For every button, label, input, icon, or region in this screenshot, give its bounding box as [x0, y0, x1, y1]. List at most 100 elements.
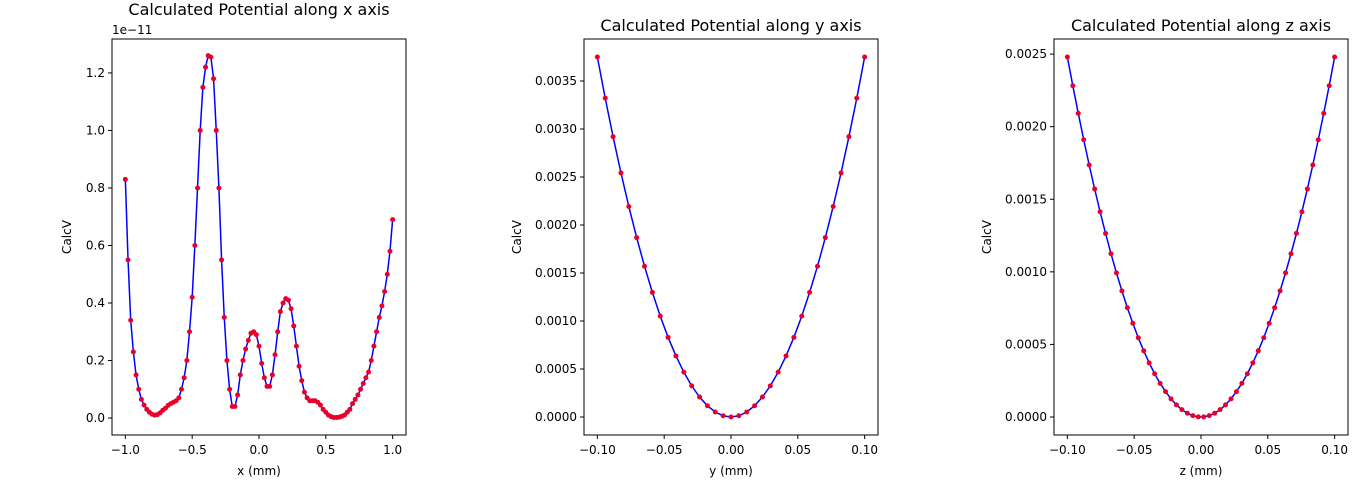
data-point — [1184, 410, 1190, 416]
y-tick-label: 0.0000 — [535, 410, 577, 424]
data-point — [317, 402, 323, 408]
data-point — [1283, 270, 1289, 276]
data-point — [1070, 83, 1076, 89]
data-point — [261, 375, 267, 381]
data-point — [1190, 413, 1196, 419]
data-point — [626, 203, 632, 209]
data-point — [1315, 137, 1321, 143]
data-point — [1288, 251, 1294, 257]
x-tick-label: 0.00 — [1188, 443, 1215, 457]
x-tick-label: 0.00 — [718, 443, 745, 457]
data-point — [720, 413, 726, 419]
data-point — [594, 54, 600, 60]
x-axis-label: z (mm) — [1180, 464, 1223, 478]
data-point — [1157, 380, 1163, 386]
data-point — [371, 343, 377, 349]
data-point — [1119, 288, 1125, 294]
y-tick-label: 0.0010 — [535, 314, 577, 328]
plot-area — [112, 39, 406, 435]
x-tick-label: 0.10 — [851, 443, 878, 457]
data-point — [280, 300, 286, 306]
data-point — [187, 329, 193, 335]
data-point — [347, 406, 353, 412]
data-point — [288, 306, 294, 312]
y-tick-label: 1.0 — [86, 123, 105, 137]
data-point — [376, 314, 382, 320]
data-point — [184, 358, 190, 364]
data-point — [176, 395, 182, 401]
y-tick-label: 0.0 — [86, 411, 105, 425]
data-point — [130, 349, 136, 355]
data-point — [256, 343, 262, 349]
y-tick-label: 0.4 — [86, 296, 105, 310]
data-point — [208, 54, 214, 60]
data-point — [618, 170, 624, 176]
data-point — [838, 170, 844, 176]
data-point — [366, 369, 372, 375]
y-tick-label: 0.6 — [86, 238, 105, 252]
x-tick-label: 0.10 — [1321, 443, 1348, 457]
data-point — [237, 372, 243, 378]
y-tick-label: 0.0025 — [535, 170, 577, 184]
data-point — [1152, 371, 1158, 377]
chart-title: Calculated Potential along z axis — [1071, 16, 1331, 35]
x-tick-label: −0.05 — [1116, 443, 1153, 457]
y-tick-label: 1.2 — [86, 66, 105, 80]
y-tick-label: 0.8 — [86, 181, 105, 195]
data-point — [744, 409, 750, 415]
y-offset-label: 1e−11 — [112, 23, 152, 37]
data-point — [272, 352, 278, 358]
data-point — [736, 413, 742, 419]
data-point — [1212, 410, 1218, 416]
data-point — [1261, 335, 1267, 341]
x-tick-label: 0.5 — [316, 443, 335, 457]
data-point — [363, 375, 369, 381]
data-point — [245, 337, 251, 343]
data-point — [240, 358, 246, 364]
data-point — [296, 363, 302, 369]
y-axis-label: CalcV — [980, 219, 994, 254]
data-point — [203, 64, 209, 70]
y-axis-label: CalcV — [510, 219, 524, 254]
data-point — [192, 242, 198, 248]
y-tick-label: 0.0005 — [1005, 337, 1047, 351]
data-point — [1075, 110, 1081, 116]
data-point — [1135, 335, 1141, 341]
data-point — [128, 317, 134, 323]
data-point — [642, 263, 648, 269]
data-point — [1064, 54, 1070, 60]
data-point — [136, 386, 142, 392]
data-point — [259, 360, 265, 366]
data-point — [697, 394, 703, 400]
data-point — [799, 313, 805, 319]
data-point — [1141, 348, 1147, 354]
data-point — [1233, 389, 1239, 395]
data-point — [634, 235, 640, 241]
data-point — [728, 414, 734, 420]
y-tick-label: 0.0010 — [1005, 265, 1047, 279]
data-point — [368, 358, 374, 364]
data-point — [219, 257, 225, 263]
y-axis-label: CalcV — [60, 219, 74, 254]
data-point — [216, 185, 222, 191]
data-point — [1097, 209, 1103, 215]
data-point — [791, 334, 797, 340]
data-point — [1195, 414, 1201, 420]
x-tick-label: 0.0 — [249, 443, 268, 457]
data-point — [1217, 407, 1223, 413]
data-point — [382, 288, 388, 294]
data-point — [759, 394, 765, 400]
y-tick-label: 0.2 — [86, 354, 105, 368]
data-point — [1173, 402, 1179, 408]
data-line — [1066, 56, 1336, 418]
data-point — [227, 386, 233, 392]
data-point — [1168, 396, 1174, 402]
y-tick-label: 0.0005 — [535, 362, 577, 376]
data-point — [1239, 380, 1245, 386]
data-point — [665, 334, 671, 340]
x-tick-label: 0.05 — [784, 443, 811, 457]
data-point — [277, 309, 283, 315]
y-tick-label: 0.0015 — [1005, 192, 1047, 206]
data-point — [285, 297, 291, 303]
